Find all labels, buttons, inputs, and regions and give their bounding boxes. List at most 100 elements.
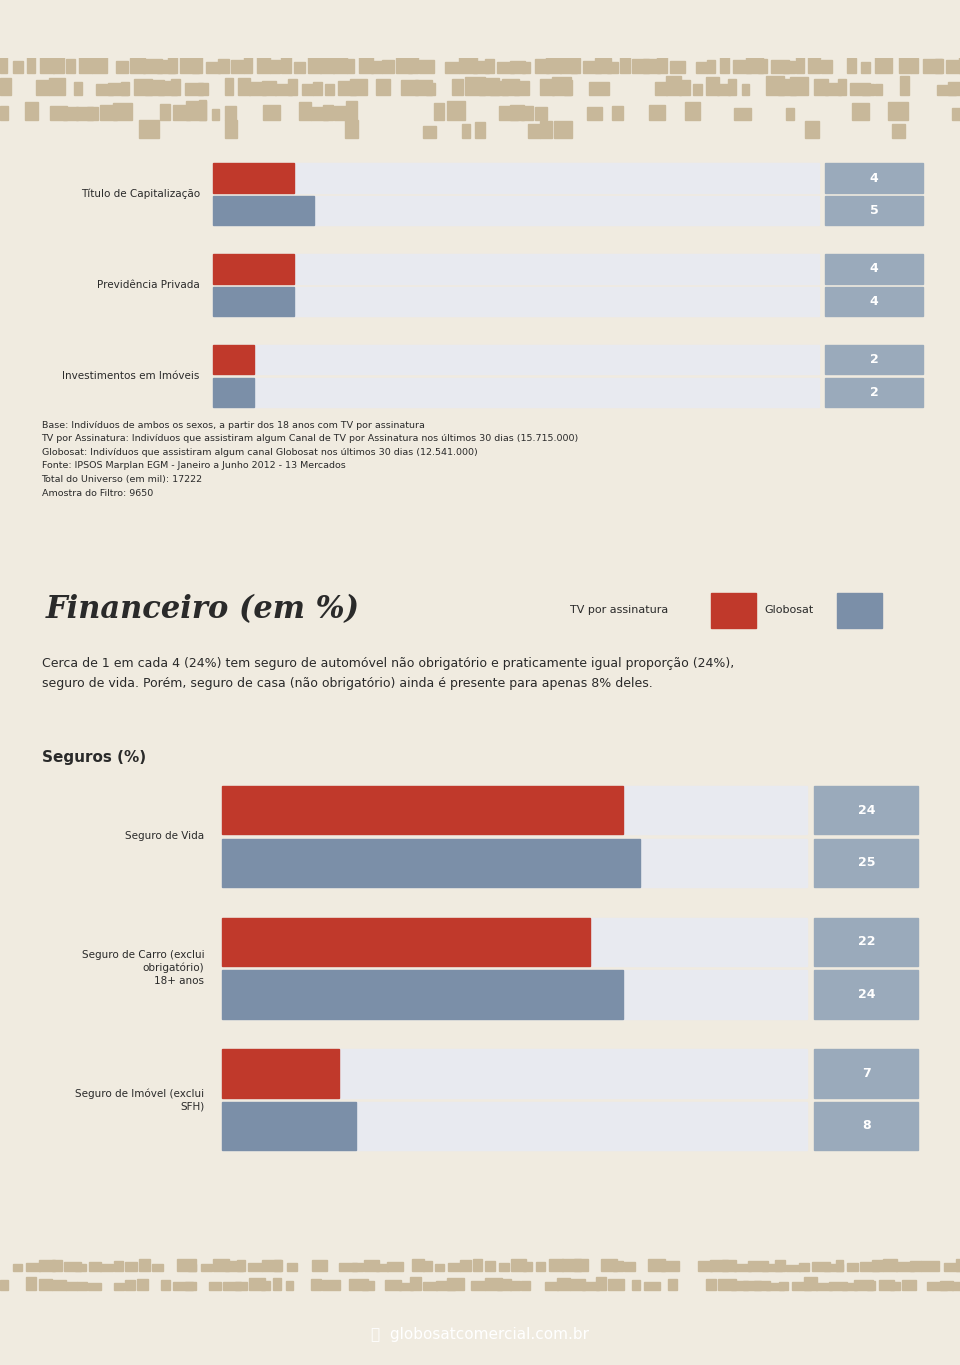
Bar [571,59,581,72]
Bar [447,1278,465,1290]
Bar [113,1261,123,1271]
Bar [65,1282,77,1290]
Bar [792,1282,811,1290]
Bar [257,57,270,72]
Bar [814,1102,919,1151]
Bar [145,81,164,96]
Bar [347,59,354,72]
Bar [180,53,199,72]
Bar [765,1283,784,1290]
Bar [25,101,38,120]
Bar [177,1259,196,1271]
Bar [223,917,590,966]
Bar [762,1264,781,1271]
Bar [312,1260,326,1271]
Bar [137,1279,148,1290]
Bar [359,56,373,72]
Bar [76,1264,86,1271]
Bar [883,1259,898,1271]
Bar [26,1278,36,1290]
Bar [300,102,311,120]
Bar [847,59,855,72]
Bar [589,82,609,96]
Bar [528,124,540,138]
Bar [249,1263,262,1271]
Bar [288,79,297,96]
Bar [826,345,923,374]
Bar [826,195,923,225]
Bar [426,83,435,96]
Bar [62,106,78,120]
Bar [66,59,76,72]
Bar [412,1260,424,1271]
Text: 8: 8 [862,1119,871,1133]
Bar [520,105,533,120]
Bar [171,79,180,96]
Bar [657,55,667,72]
Bar [213,287,819,315]
Bar [13,60,23,72]
Bar [952,1282,960,1290]
Bar [184,83,203,96]
Bar [161,1280,170,1290]
Bar [564,81,572,96]
Bar [557,1278,569,1290]
Bar [632,59,649,72]
Bar [130,57,145,72]
Bar [323,1280,340,1290]
Bar [648,1260,665,1271]
Text: 2: 2 [870,354,878,366]
Text: Base: Indivíduos de ambos os sexos, a partir dos 18 anos com TV por assinatura
T: Base: Indivíduos de ambos os sexos, a pa… [41,420,579,498]
Bar [153,1264,163,1271]
Text: Cerca de 1 em cada 4 (24%) tem seguro de automóvel não obrigatório e praticament: Cerca de 1 em cada 4 (24%) tem seguro de… [41,657,733,689]
Bar [423,1282,437,1290]
Bar [649,105,665,120]
Bar [452,79,464,96]
Bar [213,378,819,407]
Bar [39,1260,56,1271]
Bar [213,287,294,315]
Bar [643,59,660,72]
Bar [717,85,731,96]
Bar [192,57,203,72]
Bar [235,1282,247,1290]
Bar [746,55,763,72]
Bar [814,79,828,96]
Bar [40,55,54,72]
Bar [808,56,820,72]
Bar [160,104,170,120]
Bar [814,1050,919,1097]
Bar [720,55,730,72]
Bar [225,106,236,120]
Bar [262,1260,281,1271]
Bar [620,57,630,72]
Bar [401,81,418,96]
Text: 5: 5 [870,203,878,217]
Bar [695,63,707,72]
Bar [436,1282,455,1290]
Bar [237,1260,246,1271]
Bar [824,1264,843,1271]
Bar [201,1264,212,1271]
Bar [139,120,159,138]
Bar [952,108,960,120]
Bar [771,60,789,72]
Bar [937,85,956,96]
Bar [174,1282,193,1290]
Bar [113,1283,124,1290]
Bar [64,1261,81,1271]
Bar [223,1282,241,1290]
Bar [498,105,518,120]
Text: Seguros (%): Seguros (%) [41,751,146,766]
Bar [345,120,358,138]
Bar [0,57,8,72]
Bar [423,126,437,138]
Bar [706,78,718,96]
Bar [186,101,206,120]
Bar [510,60,525,72]
Bar [459,57,477,72]
Bar [612,106,623,120]
Bar [728,79,736,96]
Bar [100,1264,113,1271]
Bar [307,53,321,72]
